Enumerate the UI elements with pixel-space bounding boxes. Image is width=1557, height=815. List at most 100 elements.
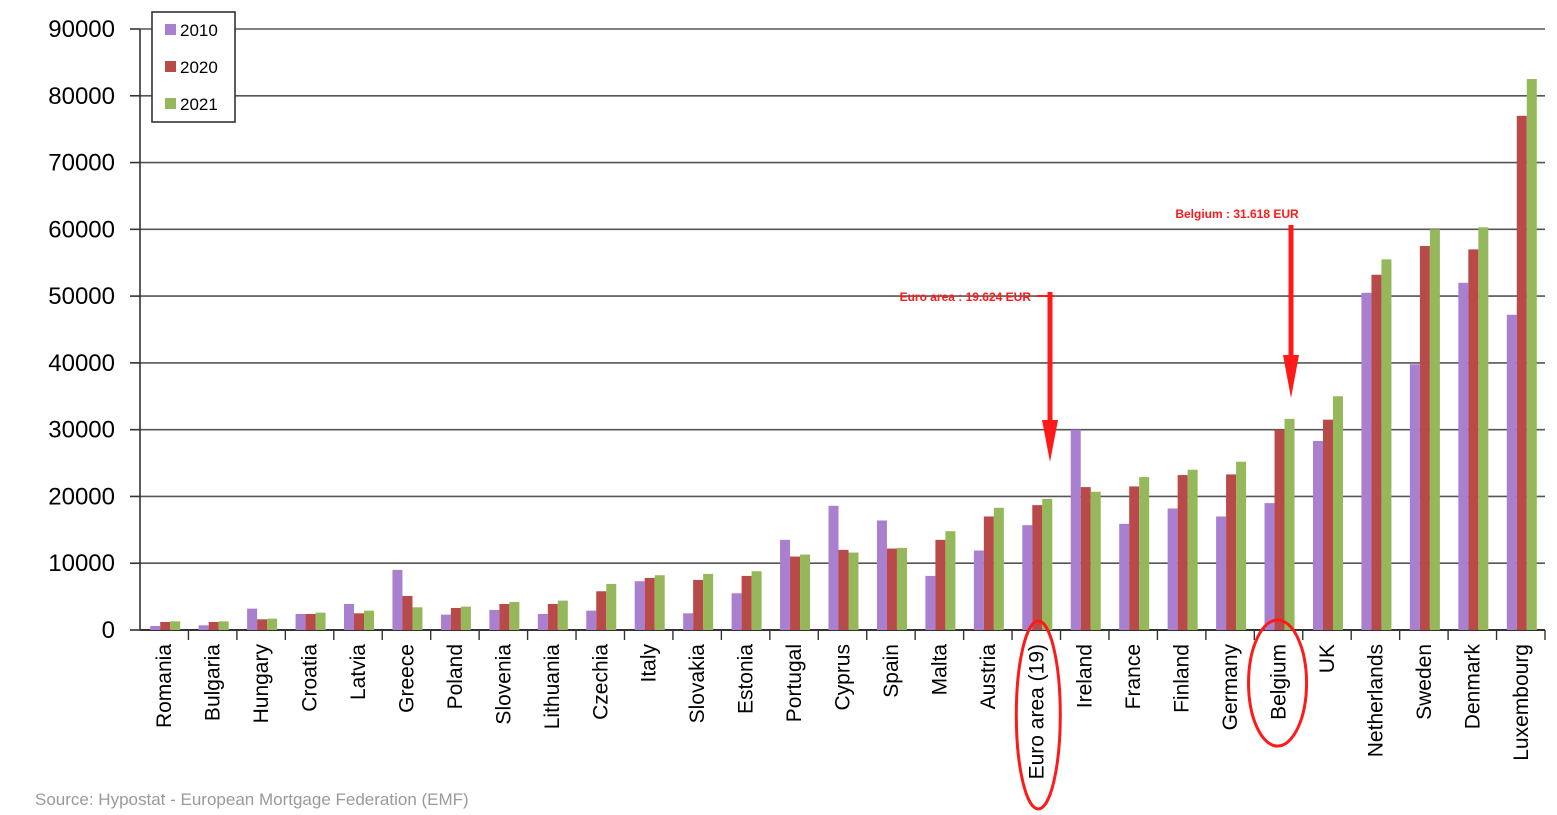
x-tick-label: Slovenia xyxy=(492,644,515,725)
bar-2010-spain xyxy=(876,520,887,630)
legend-label: 2010 xyxy=(180,21,218,40)
bar-2020-france xyxy=(1129,486,1140,630)
bar-2021-croatia xyxy=(315,612,326,630)
x-tick-label: Greece xyxy=(395,644,418,713)
bar-2021-luxembourg xyxy=(1526,79,1537,631)
source-note: Source: Hypostat - European Mortgage Fed… xyxy=(35,790,469,809)
y-tick-label: 90000 xyxy=(48,16,115,43)
bar-2010-france xyxy=(1119,523,1130,630)
bar-2010-netherlands xyxy=(1361,292,1372,630)
bar-2021-uk xyxy=(1332,396,1343,630)
bar-2021-malta xyxy=(945,531,956,630)
bar-2010-hungary xyxy=(247,608,258,630)
y-tick-label: 10000 xyxy=(48,550,115,577)
annotation-text-belgium: Belgium : 31.618 EUR xyxy=(1175,207,1299,221)
bar-2021-hungary xyxy=(267,618,278,630)
y-tick-label: 80000 xyxy=(48,83,115,110)
bar-2020-latvia xyxy=(354,613,365,630)
bar-2021-denmark xyxy=(1478,227,1489,630)
grid-lines xyxy=(140,28,1545,631)
y-tick-label: 50000 xyxy=(48,283,115,310)
bar-2021-romania xyxy=(170,621,181,630)
bar-2021-latvia xyxy=(364,610,375,630)
x-axis-labels: Romania Bulgaria Hungary Croatia Latvia Greec… xyxy=(153,630,1546,779)
bar-2021-cyprus xyxy=(848,552,859,630)
x-tick-label: Latvia xyxy=(347,644,370,700)
bar-2021-czechia xyxy=(606,583,617,630)
bar-2010-belgium xyxy=(1264,503,1275,630)
bar-2020-euro-area-19- xyxy=(1032,505,1043,630)
x-tick-label: Bulgaria xyxy=(202,644,225,721)
bar-2010-slovenia xyxy=(489,609,500,630)
bar-2020-slovenia xyxy=(499,603,510,630)
bar-2021-sweden xyxy=(1429,229,1440,631)
bar-2010-italy xyxy=(634,581,645,630)
x-tick-label: Sweden xyxy=(1413,644,1436,720)
x-tick-label: Germany xyxy=(1219,644,1242,731)
x-tick-label: Croatia xyxy=(299,644,322,712)
legend-label: 2020 xyxy=(180,58,218,77)
bar-2010-portugal xyxy=(780,539,791,630)
bar-2010-uk xyxy=(1312,441,1323,630)
bar-2020-bulgaria xyxy=(208,621,219,630)
bar-2020-ireland xyxy=(1080,487,1091,630)
y-tick-label: 30000 xyxy=(48,417,115,444)
x-tick-label: Portugal xyxy=(783,644,806,722)
bar-2010-denmark xyxy=(1458,282,1469,630)
bar-2021-bulgaria xyxy=(218,621,229,630)
bar-2010-slovakia xyxy=(683,613,694,630)
x-tick-label: Netherlands xyxy=(1364,644,1387,757)
highlight-ellipse-belgium xyxy=(1247,618,1309,748)
bar-2010-estonia xyxy=(731,593,742,630)
bar-2010-latvia xyxy=(344,603,355,630)
bar-2021-greece xyxy=(412,607,423,630)
annotation-text-euro: Euro area : 19.624 EUR xyxy=(900,290,1032,304)
bar-2020-slovakia xyxy=(693,579,704,630)
bar-2010-bulgaria xyxy=(198,625,209,630)
bar-2021-slovakia xyxy=(703,573,714,630)
bar-2010-romania xyxy=(150,625,161,630)
bar-2010-euro-area-19- xyxy=(1022,525,1033,630)
legend-swatch xyxy=(165,24,176,35)
bar-2021-germany xyxy=(1236,461,1247,630)
x-tick-label: Cyprus xyxy=(832,644,855,711)
bar-2020-netherlands xyxy=(1371,274,1382,630)
bar-2021-netherlands xyxy=(1381,259,1392,630)
bar-2020-germany xyxy=(1226,474,1237,630)
x-tick-label: Austria xyxy=(977,644,1000,710)
bar-2021-finland xyxy=(1187,469,1198,630)
bar-2021-portugal xyxy=(800,554,811,630)
x-tick-label: Malta xyxy=(928,644,951,696)
y-tick-label: 20000 xyxy=(48,483,115,510)
bar-2020-romania xyxy=(160,621,171,630)
x-tick-label: Poland xyxy=(444,644,467,709)
bar-2020-sweden xyxy=(1419,246,1430,630)
bars xyxy=(150,79,1537,631)
bar-2021-austria xyxy=(993,507,1004,630)
legend: 2010 2020 2021 xyxy=(151,11,236,123)
bar-2010-malta xyxy=(925,575,936,630)
y-tick-label: 60000 xyxy=(48,216,115,243)
highlight-ellipse-euro xyxy=(1014,619,1062,811)
bar-2020-cyprus xyxy=(838,549,849,630)
bar-2021-lithuania xyxy=(557,600,568,630)
bar-2010-cyprus xyxy=(828,505,839,630)
bar-2020-portugal xyxy=(790,556,801,630)
annotations: Euro area : 19.624 EUR Belgium : 31.618 E… xyxy=(900,207,1309,811)
bar-2020-hungary xyxy=(257,619,268,630)
x-tick-label: UK xyxy=(1316,644,1339,673)
legend-label: 2021 xyxy=(180,95,218,114)
bar-2010-poland xyxy=(440,614,451,630)
x-tick-label: Denmark xyxy=(1461,644,1484,730)
bar-2021-poland xyxy=(460,606,471,630)
x-tick-label: Belgium xyxy=(1268,644,1291,720)
bar-2010-finland xyxy=(1167,508,1178,630)
x-tick-label: Romania xyxy=(153,644,176,728)
bar-2021-euro-area-19- xyxy=(1042,498,1053,630)
x-tick-label: France xyxy=(1122,644,1145,709)
bar-2020-malta xyxy=(935,539,946,630)
bar-2021-estonia xyxy=(751,571,762,630)
y-axis: 0 10000 20000 30000 40000 50000 60000 70000 8000… xyxy=(48,16,141,644)
bar-2020-denmark xyxy=(1468,249,1479,630)
